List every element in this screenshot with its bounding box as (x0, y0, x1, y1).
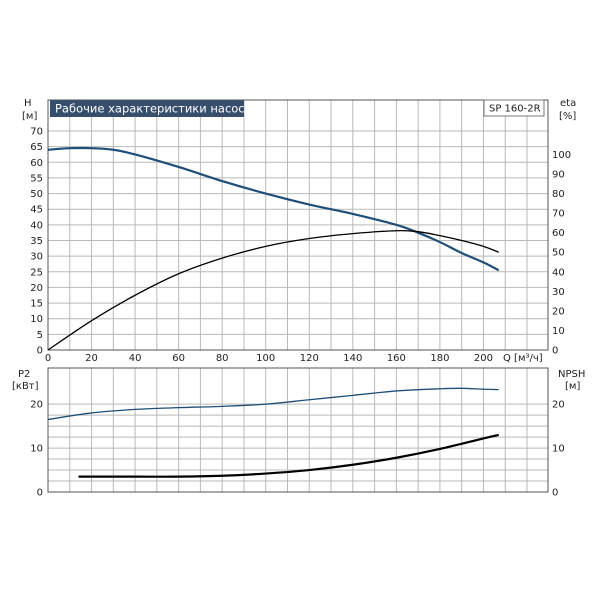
y2-tick-label: 60 (552, 228, 565, 239)
top-y-tick-labels: 0 5 10 15 20 25 30 35 40 45 50 55 60 65 70 (30, 127, 43, 357)
bottom-frame (47, 367, 549, 493)
x-axis-label: Q [м³/ч] (503, 353, 543, 364)
x-tick-label: 200 (474, 353, 493, 364)
top-frame (47, 99, 549, 351)
x-tick-label: 0 (45, 353, 51, 364)
y2-tick-label: 30 (552, 287, 565, 298)
bottom-y2-tick-labels: 0 10 20 (552, 400, 565, 499)
y2-tick-label: 0 (552, 346, 558, 357)
p2-axis-label: P2 (18, 369, 30, 380)
x-tick-label: 100 (256, 353, 275, 364)
y-tick-label: 30 (30, 252, 43, 263)
efficiency-curve (47, 229, 499, 351)
x-tick-label: 180 (430, 353, 449, 364)
y2-tick-label: 50 (552, 248, 565, 259)
y-tick-label: 70 (30, 127, 43, 138)
y-tick-label: 45 (30, 205, 43, 216)
top-grid (47, 100, 548, 351)
x-tick-label: 60 (172, 353, 185, 364)
x-tick-label: 160 (387, 353, 406, 364)
y-tick-label: 65 (30, 142, 43, 153)
npsh-tick-label: 0 (552, 488, 558, 499)
p2-axis-unit: [кВт] (12, 381, 39, 392)
top-panel: Рабочие характеристики насоса SP 160-2R … (22, 98, 576, 364)
npsh-tick-label: 10 (552, 444, 565, 455)
chart-title-box (50, 100, 244, 117)
y2-axis-unit: [%] (559, 111, 576, 122)
npsh-curve (78, 433, 499, 478)
x-tick-label: 40 (129, 353, 142, 364)
y2-tick-label: 90 (552, 170, 565, 181)
y-axis-unit: [м] (22, 111, 37, 122)
p2-tick-label: 10 (30, 444, 43, 455)
npsh-tick-label: 20 (552, 400, 565, 411)
x-tick-labels: 0 20 40 60 80 100 120 140 160 180 200 (45, 353, 493, 364)
y-tick-label: 25 (30, 267, 43, 278)
top-y2-tick-labels: 0 10 20 30 40 50 60 70 80 90 100 (552, 150, 571, 357)
npsh-axis-label: NPSH (558, 369, 585, 380)
x-tick-label: 80 (216, 353, 229, 364)
bottom-y-tick-labels: 0 10 20 (30, 400, 43, 499)
y2-tick-label: 100 (552, 150, 571, 161)
bottom-series (47, 387, 499, 478)
bottom-grid (47, 368, 548, 493)
y-tick-label: 35 (30, 236, 43, 247)
p2-tick-label: 0 (37, 488, 43, 499)
x-tick-label: 20 (85, 353, 98, 364)
model-label-box (483, 99, 545, 117)
y-tick-label: 40 (30, 220, 43, 231)
power-p2-curve (47, 387, 499, 421)
y-tick-label: 20 (30, 283, 43, 294)
y-tick-label: 50 (30, 189, 43, 200)
y-tick-label: 10 (30, 314, 43, 325)
bottom-panel: P2 [кВт] NPSH [м] 0 10 20 0 10 20 (12, 367, 585, 499)
chart-title: Рабочие характеристики насоса (55, 102, 252, 116)
x-tick-label: 140 (343, 353, 362, 364)
head-curve (47, 146, 500, 272)
y2-axis-label: eta (560, 98, 576, 109)
y2-tick-label: 40 (552, 267, 565, 278)
model-label: SP 160-2R (489, 104, 541, 115)
p2-tick-label: 20 (30, 400, 43, 411)
y-tick-label: 60 (30, 158, 43, 169)
npsh-axis-unit: [м] (565, 381, 580, 392)
top-series (47, 146, 500, 351)
y2-tick-label: 80 (552, 189, 565, 200)
y2-tick-label: 20 (552, 306, 565, 317)
y-tick-label: 15 (30, 299, 43, 310)
y-tick-label: 55 (30, 173, 43, 184)
x-tick-label: 120 (300, 353, 319, 364)
y-tick-label: 0 (37, 346, 43, 357)
y2-tick-label: 10 (552, 326, 565, 337)
y2-tick-label: 70 (552, 209, 565, 220)
y-tick-label: 5 (37, 330, 43, 341)
y-axis-label: H (24, 98, 32, 109)
